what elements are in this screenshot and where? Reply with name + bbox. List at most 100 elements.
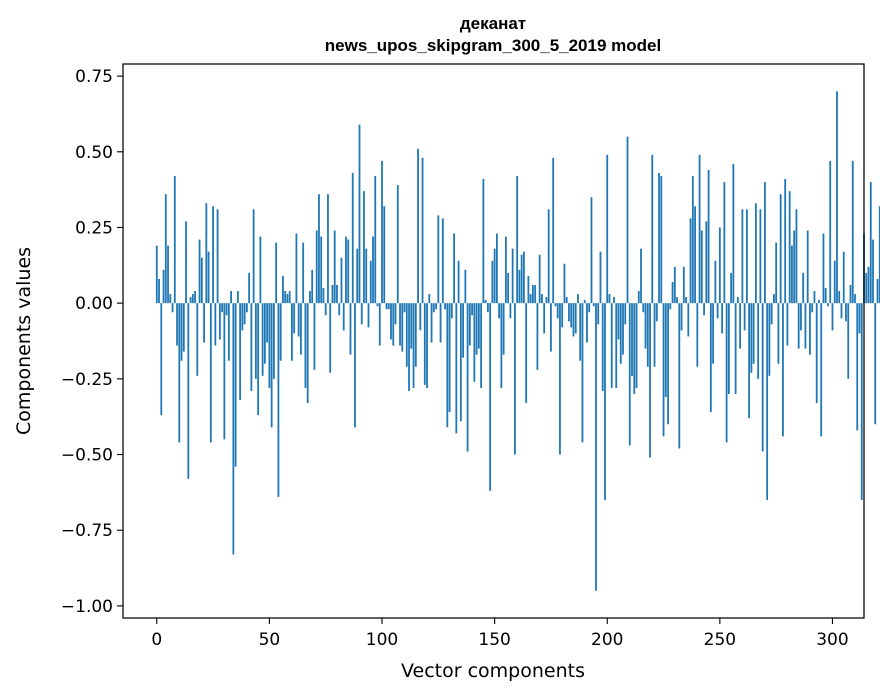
bar-250 bbox=[718, 227, 721, 304]
bar-196 bbox=[597, 303, 600, 325]
bar-129 bbox=[446, 303, 449, 428]
bar-190 bbox=[583, 300, 586, 304]
bar-116 bbox=[417, 148, 419, 304]
bar-277 bbox=[779, 194, 782, 304]
bar-48 bbox=[263, 303, 266, 364]
bar-263 bbox=[748, 303, 751, 419]
bar-139 bbox=[468, 303, 471, 346]
bar-157 bbox=[509, 303, 512, 319]
bar-160 bbox=[516, 176, 519, 304]
bar-197 bbox=[599, 251, 602, 304]
bar-168 bbox=[534, 284, 537, 304]
bar-146 bbox=[484, 300, 487, 304]
bar-111 bbox=[405, 303, 408, 367]
bar-297 bbox=[824, 288, 827, 304]
bar-175 bbox=[550, 303, 552, 352]
bar-91 bbox=[360, 303, 363, 325]
bar-43 bbox=[252, 209, 255, 304]
bar-298 bbox=[827, 303, 829, 307]
bar-53 bbox=[275, 242, 278, 304]
bar-144 bbox=[480, 303, 483, 388]
x-tick-label: 300 bbox=[816, 630, 848, 650]
bar-112 bbox=[408, 303, 410, 391]
bar-20 bbox=[200, 257, 203, 304]
bar-269 bbox=[761, 303, 764, 452]
bar-28 bbox=[218, 303, 221, 340]
bar-86 bbox=[349, 303, 352, 355]
bar-208 bbox=[624, 303, 627, 325]
bar-103 bbox=[387, 303, 390, 310]
bar-249 bbox=[716, 303, 719, 319]
bar-279 bbox=[784, 179, 787, 304]
bar-80 bbox=[336, 284, 338, 304]
bar-315 bbox=[865, 272, 868, 304]
bar-138 bbox=[466, 303, 469, 452]
bar-292 bbox=[813, 291, 816, 304]
bar-27 bbox=[216, 209, 219, 304]
bar-56 bbox=[282, 275, 284, 304]
bar-256 bbox=[732, 163, 735, 304]
bar-117 bbox=[419, 303, 422, 331]
bar-235 bbox=[685, 297, 687, 304]
bar-42 bbox=[250, 303, 253, 391]
bar-136 bbox=[462, 303, 464, 358]
bar-148 bbox=[489, 303, 492, 491]
y-tick-label: 0.50 bbox=[75, 143, 113, 163]
bar-123 bbox=[432, 303, 435, 313]
bar-102 bbox=[385, 303, 388, 310]
bar-312 bbox=[858, 303, 861, 334]
bar-311 bbox=[856, 303, 859, 431]
bar-226 bbox=[664, 303, 667, 398]
bar-310 bbox=[854, 294, 856, 304]
bar-110 bbox=[403, 303, 406, 313]
bar-218 bbox=[646, 303, 649, 367]
bar-114 bbox=[412, 303, 415, 388]
bar-105 bbox=[392, 303, 395, 346]
bar-165 bbox=[527, 275, 530, 304]
bar-93 bbox=[365, 248, 368, 304]
bar-61 bbox=[293, 303, 296, 334]
bar-303 bbox=[838, 291, 841, 304]
bar-76 bbox=[327, 194, 329, 304]
bar-260 bbox=[741, 209, 744, 304]
bar-320 bbox=[876, 278, 879, 304]
bar-291 bbox=[811, 303, 814, 313]
bar-149 bbox=[491, 260, 494, 304]
bar-37 bbox=[239, 303, 242, 401]
bar-290 bbox=[809, 303, 811, 355]
bar-32 bbox=[227, 303, 230, 361]
bar-152 bbox=[498, 303, 501, 319]
bar-104 bbox=[390, 303, 392, 340]
bar-44 bbox=[254, 303, 257, 379]
x-tick-label: 0 bbox=[151, 630, 162, 650]
bar-1 bbox=[158, 278, 160, 304]
bar-275 bbox=[775, 242, 778, 304]
bar-255 bbox=[730, 272, 733, 304]
bar-200 bbox=[606, 154, 609, 304]
chart-title-line1: деканат bbox=[460, 14, 526, 33]
bar-184 bbox=[570, 303, 573, 328]
bar-118 bbox=[421, 157, 424, 304]
bar-125 bbox=[437, 215, 440, 304]
bar-41 bbox=[248, 272, 251, 304]
bar-234 bbox=[682, 266, 685, 304]
bar-300 bbox=[831, 303, 834, 331]
bar-242 bbox=[700, 230, 703, 304]
bar-107 bbox=[396, 185, 399, 304]
bar-66 bbox=[304, 303, 307, 388]
bar-198 bbox=[601, 303, 604, 391]
bar-182 bbox=[565, 297, 568, 304]
bar-78 bbox=[331, 284, 334, 304]
bar-181 bbox=[563, 263, 566, 304]
bar-40 bbox=[245, 303, 248, 313]
bar-251 bbox=[721, 303, 724, 334]
bar-268 bbox=[759, 209, 762, 304]
bar-109 bbox=[401, 303, 404, 352]
bar-239 bbox=[694, 206, 696, 304]
bar-9 bbox=[176, 303, 178, 346]
bar-70 bbox=[313, 303, 316, 370]
bar-85 bbox=[347, 239, 350, 304]
bar-313 bbox=[860, 303, 863, 500]
bar-213 bbox=[635, 303, 638, 388]
